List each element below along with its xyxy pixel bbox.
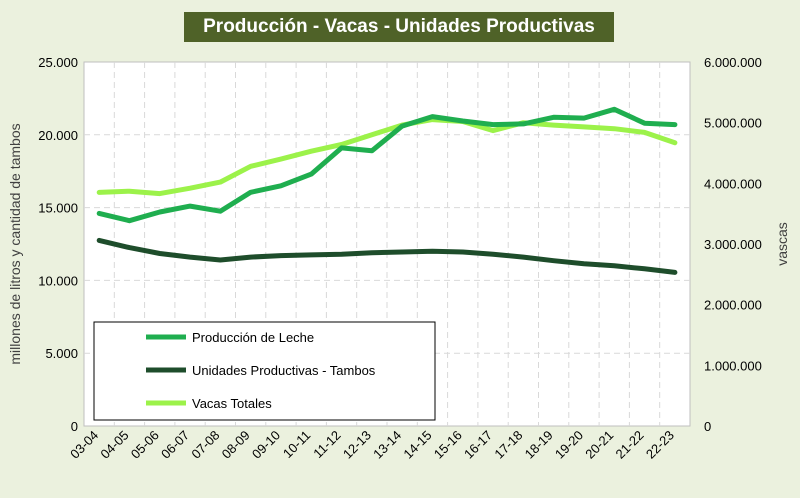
x-tick-label: 05-06	[128, 428, 162, 462]
y2-tick-label: 4.000.000	[704, 176, 762, 191]
x-tick-label: 14-15	[400, 428, 434, 462]
x-tick-label: 13-14	[370, 428, 404, 462]
y-tick-label: 10.000	[38, 273, 78, 288]
x-tick-label: 04-05	[97, 428, 131, 462]
series-line-1	[96, 237, 678, 275]
y2-tick-label: 3.000.000	[704, 237, 762, 252]
x-tick-label: 11-12	[310, 428, 343, 461]
x-tick-label: 19-20	[552, 428, 586, 462]
y2-tick-label: 1.000.000	[704, 358, 762, 373]
legend-label-vacas: Vacas Totales	[192, 396, 272, 411]
right-axis: 0 1.000.000 2.000.000 3.000.000 4.000.000 5.0…	[704, 55, 762, 434]
x-tick-label: 20-21	[582, 428, 616, 462]
y2-tick-label: 2.000.000	[704, 298, 762, 313]
series-line-2	[96, 117, 678, 197]
y2-tick-label: 0	[704, 419, 711, 434]
y2-tick-label: 5.000.000	[704, 116, 762, 131]
x-tick-label: 17-18	[491, 428, 525, 462]
x-tick-label: 16-17	[461, 428, 495, 462]
legend-label-produccion: Producción de Leche	[192, 330, 314, 345]
x-tick-label: 09-10	[249, 428, 283, 462]
x-tick-label: 12-13	[340, 428, 374, 462]
y2-tick-label: 6.000.000	[704, 55, 762, 70]
series-lines	[96, 106, 678, 275]
chart-title: Producción - Vacas - Unidades Productiva…	[184, 12, 614, 42]
x-axis: 03-0404-0505-0606-0707-0808-0909-1010-11…	[67, 428, 677, 462]
legend-label-tambos: Unidades Productivas - Tambos	[192, 363, 376, 378]
x-tick-label: 08-09	[219, 428, 253, 462]
y-tick-label: 20.000	[38, 128, 78, 143]
x-tick-label: 15-16	[431, 428, 465, 462]
y2-axis-title: vascas	[774, 222, 790, 266]
y-tick-label: 5.000	[45, 346, 78, 361]
left-axis: 0 5.000 10.000 15.000 20.000 25.000	[38, 55, 78, 434]
x-tick-label: 06-07	[158, 428, 192, 462]
x-tick-label: 22-23	[643, 428, 677, 462]
series-line-0	[96, 106, 678, 224]
x-tick-label: 21-22	[613, 428, 647, 462]
y-axis-title: millones de litros y cantidad de tambos	[7, 123, 23, 364]
y-tick-label: 0	[71, 419, 78, 434]
y-tick-label: 15.000	[38, 201, 78, 216]
x-tick-label: 07-08	[188, 428, 222, 462]
y-tick-label: 25.000	[38, 55, 78, 70]
x-tick-label: 18-19	[522, 428, 556, 462]
x-tick-label: 10-11	[280, 428, 313, 461]
legend: Producción de Leche Unidades Productivas…	[93, 321, 436, 421]
